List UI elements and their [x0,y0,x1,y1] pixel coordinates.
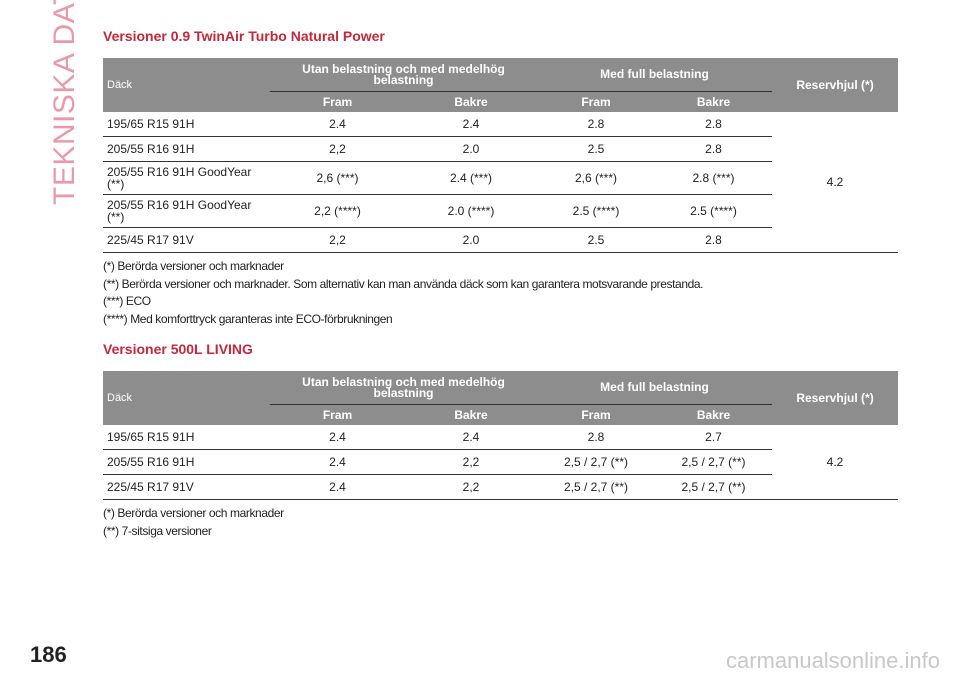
pressure-cell: 2.8 [655,227,773,253]
data-row: 195/65 R15 91H 2.4 2.4 2.8 2.8 4.2 [103,112,899,253]
footnote: (**) Berörda versioner och marknader. So… [103,276,704,291]
tire-cell: 195/65 R15 91H [103,425,270,450]
pressure-cell: 2,5 / 2,7 (**) [537,474,655,500]
pressure-cell: 2.0 (****) [405,194,537,228]
pressure-cell: 2,2 [270,227,405,253]
pressure-cell: 2.4 [270,474,405,500]
header-spare: Reservhjul (*) [772,58,899,112]
subheader: Bakre [655,91,773,112]
footnote: (*) Berörda versioner och marknader [103,506,284,520]
pressure-cell: 2.4 [270,449,405,475]
data-row: 205/55 R16 91H 2.4 2,2 2,5 / 2,7 (**) 2,5 / … [103,449,898,475]
tire-cell: 195/65 R15 91H [103,112,270,137]
pressure-cell: 2.8 [655,136,773,162]
tire-table: Däck Utan belastning och med medelhög bel… [103,58,899,253]
subheader-row: Fram Bakre Fram Bakre [103,91,898,112]
pressure-cell: 2,2 [405,449,537,475]
pressure-cell: 2.0 [405,227,537,253]
section-title: Versioner 0.9 TwinAir Turbo Natural Powe… [103,28,385,44]
footnote: (**) 7-sitsiga versioner [103,523,212,538]
pressure-cell: 2.8 (***) [655,161,773,195]
pressure-cell: 2,2 [405,474,537,500]
pressure-cell: 2.7 [655,425,773,450]
pressure-cell: 2.4 [405,425,537,450]
pressure-cell: 2.5 [537,227,655,253]
content: Versioner 0.9 TwinAir Turbo Natural Powe… [103,28,899,553]
pressure-cell: 2,5 / 2,7 (**) [655,449,773,475]
header-row: Däck Utan belastning och med medelhög bel… [103,371,899,425]
pressure-cell: 2.5 (****) [537,194,655,228]
data-row: 225/45 R17 91V 2,2 2.0 2.5 2.8 [103,227,898,253]
page-number: 186 [30,642,67,667]
pressure-cell: 2,5 / 2,7 (**) [655,474,773,500]
pressure-cell: 2.5 (****) [655,194,773,228]
side-title: TEKNISKA DATA [48,0,81,205]
subheader: Bakre [405,91,537,112]
header-unloaded: Utan belastning och med medelhög belastn… [270,371,537,405]
tire-cell: 205/55 R16 91H [103,449,270,475]
tire-cell: 225/45 R17 91V [103,227,270,253]
subheader: Fram [537,404,655,425]
header-full: Med full belastning [537,371,773,405]
header-tire: Däck [103,58,270,112]
data-row: 205/55 R16 91H GoodYear (**) 2,2 (****) 2.… [103,194,898,228]
tire-cell: 205/55 R16 91H [103,136,270,162]
header-spare: Reservhjul (*) [772,371,899,425]
spare-cell: 4.2 [772,425,899,500]
subheader: Fram [270,404,405,425]
footnote: (***) ECO [103,294,151,308]
header-unloaded: Utan belastning och med medelhög belastn… [270,58,537,92]
pressure-cell: 2.4 [270,112,405,137]
data-row: 225/45 R17 91V 2.4 2,2 2,5 / 2,7 (**) 2,5 / … [103,474,898,500]
pressure-cell: 2.8 [655,112,773,137]
pressure-cell: 2,6 (***) [537,161,655,195]
tire-cell: 205/55 R16 91H GoodYear (**) [103,161,270,195]
footnote: (****) Med komforttryck garanteras inte … [103,311,393,326]
tire-cell: 225/45 R17 91V [103,474,270,500]
watermark: carmanualsonline.info [725,648,940,673]
pressure-cell: 2.4 [270,425,405,450]
data-row: 205/55 R16 91H GoodYear (**) 2,6 (***) 2.4… [103,161,898,195]
pressure-cell: 2.8 [537,112,655,137]
pressure-cell: 2,6 (***) [270,161,405,195]
pressure-cell: 2.5 [537,136,655,162]
pressure-cell: 2.0 [405,136,537,162]
tire-table: Däck Utan belastning och med medelhög bel… [103,371,899,500]
header-full: Med full belastning [537,58,773,92]
subheader: Bakre [405,404,537,425]
pressure-cell: 2.4 (***) [405,161,537,195]
pressure-cell: 2,2 (****) [270,194,405,228]
pressure-cell: 2.4 [405,112,537,137]
spare-cell: 4.2 [772,112,899,253]
data-row: 205/55 R16 91H 2,2 2.0 2.5 2.8 [103,136,898,162]
subheader: Fram [270,91,405,112]
footnote: (*) Berörda versioner och marknader [103,259,284,273]
subheader: Fram [537,91,655,112]
header-row: Däck Utan belastning och med medelhög bel… [103,58,899,112]
pressure-cell: 2.8 [537,425,655,450]
footnotes: (*) Berörda versioner och marknader (**) … [103,259,898,329]
footnotes: (*) Berörda versioner och marknader (**) … [103,506,898,541]
section-title: Versioner 500L LIVING [103,341,253,357]
tire-cell: 205/55 R16 91H GoodYear (**) [103,194,270,228]
subheader: Bakre [655,404,773,425]
pressure-cell: 2,2 [270,136,405,162]
header-tire: Däck [103,371,270,425]
subheader-row: Fram Bakre Fram Bakre [103,404,898,425]
data-row: 195/65 R15 91H 2.4 2.4 2.8 2.7 4.2 [103,425,899,500]
pressure-cell: 2,5 / 2,7 (**) [537,449,655,475]
